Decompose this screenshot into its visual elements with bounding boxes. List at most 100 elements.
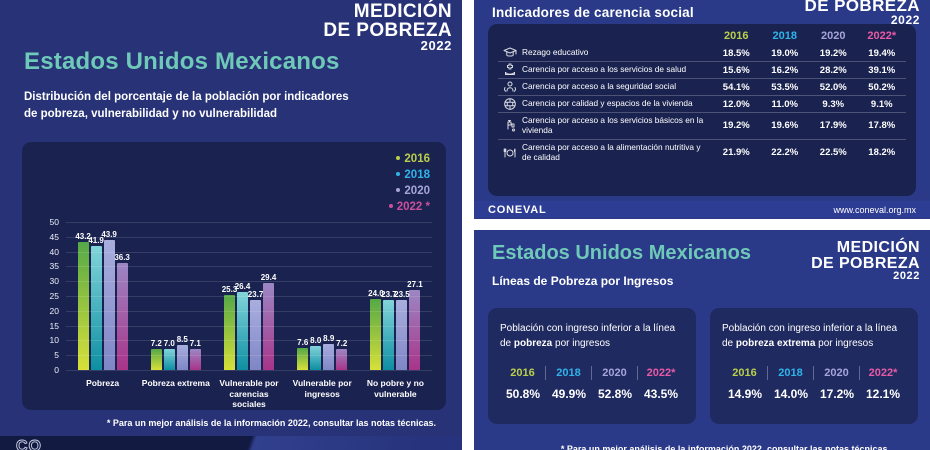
income-footnote-cropped: * Para un mejor análisis de la informaci… (560, 444, 890, 450)
left-footer-strip: CO (0, 436, 462, 450)
bar-column: 27.1 (407, 279, 423, 370)
medicion-pobreza-logo-cropped: DE POBREZA 2022 (805, 0, 920, 26)
coneval-logo: CONEVAL (488, 203, 547, 216)
bar-column: 8.9 (323, 334, 335, 370)
income-value: 52.8% (597, 387, 633, 401)
bar-2020 (396, 300, 408, 370)
indicator-value: 53.5% (771, 81, 799, 93)
income-value: 50.8% (505, 387, 541, 401)
logo-line1: MEDICIÓN (836, 239, 920, 256)
income-value: 49.9% (551, 387, 587, 401)
bar-value-label: 7.6 (297, 337, 309, 347)
bar-value-label: 41.9 (88, 235, 104, 245)
indicator-label: Rezago educativo (522, 47, 589, 58)
year-header: 2022* (868, 367, 898, 379)
housing-quality-icon (498, 96, 522, 112)
indicator-value: 19.4% (868, 47, 896, 59)
income-value: 43.5% (643, 387, 679, 401)
poverty-card-text: Población con ingreso inferior a la líne… (500, 321, 684, 351)
indicator-value: 22.2% (771, 147, 799, 159)
food-plate-icon (498, 145, 522, 161)
chart-legend: 2016 2018 2020 2022 * (388, 151, 430, 215)
y-axis-tick: 15 (49, 320, 59, 331)
bar-column: 8.5 (176, 335, 188, 370)
chart-subtitle: Distribución del porcentaje de la poblac… (24, 89, 349, 122)
year-header: 2022* (646, 367, 676, 379)
bar-column: 8.0 (310, 336, 322, 370)
bar-2018 (163, 349, 175, 370)
card-text-line2: de pobreza por ingresos (500, 338, 611, 349)
panel-social-deprivation: Indicadores de carencia social DE POBREZ… (474, 0, 930, 219)
indicator-value: 54.1% (722, 81, 750, 93)
legend-dot-icon (388, 204, 393, 208)
social-panel-title: Indicadores de carencia social (492, 5, 694, 20)
category-label: Pobreza (86, 378, 120, 388)
legend-item: 2020 (389, 183, 430, 199)
logo-line1: MEDICIÓN (353, 1, 452, 22)
bar-value-label: 43.9 (101, 230, 117, 240)
table-row: Carencia por acceso a la seguridad socia… (498, 78, 906, 95)
table-header-row: 2016 2018 2020 2022* (498, 26, 906, 45)
table-row: Carencia por acceso a los servicios de s… (498, 61, 906, 78)
table-row: Carencia por calidad y espacios de la vi… (498, 95, 906, 112)
legend-item: 2022 * (388, 199, 430, 215)
indicator-label: Carencia por acceso a la seguridad socia… (522, 81, 677, 92)
coneval-url-link[interactable]: www.coneval.org.mx (833, 204, 916, 215)
bar-chart-plot: 43.2 41.9 43.9 36.3 7.2 7.0 8.5 7.1 25.3 26.4 23.7… (50, 217, 432, 409)
gridline (66, 281, 432, 283)
bar-2018 (237, 291, 248, 370)
gridline (66, 266, 432, 268)
card-text-line1: Población con ingreso inferior a la líne… (722, 323, 898, 334)
gridline (66, 355, 432, 357)
category-label: No pobre y no vulnerable (366, 378, 424, 399)
panel-distribution: MEDICIÓN DE POBREZA 2022 Estados Unidos … (0, 0, 462, 450)
left-footnote: * Para un mejor análisis de la informaci… (106, 418, 436, 428)
bar-value-label: 26.4 (234, 281, 251, 291)
income-value: 17.2% (819, 387, 855, 401)
extreme-poverty-card-text: Población con ingreso inferior a la líne… (722, 321, 906, 351)
bar-column: 24.0 (368, 289, 384, 370)
bar-2022 * (116, 262, 128, 370)
bar-2022 * (336, 348, 348, 370)
indicator-value: 11.0% (771, 98, 798, 110)
logo-line2: DE POBREZA (323, 19, 452, 41)
year-header: 2016 (722, 366, 768, 380)
bar-value-label: 27.1 (407, 279, 423, 289)
indicator-value: 21.9% (722, 147, 750, 159)
gridline (66, 251, 432, 253)
x-axis-labels: Pobreza Pobreza extrema Vulnerable por car… (66, 378, 432, 410)
indicator-value: 19.0% (771, 47, 799, 59)
page-title: Estados Unidos Mexicanos (24, 48, 340, 75)
bar-column: 36.3 (114, 252, 130, 370)
medicion-pobreza-logo: MEDICIÓN DE POBREZA 2022 (323, 1, 452, 53)
bar-column: 29.4 (261, 273, 276, 370)
income-value: 12.1% (865, 387, 901, 401)
card-text-line1: Población con ingreso inferior a la líne… (500, 323, 676, 334)
y-axis-tick: 0 (54, 365, 59, 375)
chart-subtitle-line2: de pobreza, vulnerabilidad y no vulnerab… (24, 107, 278, 120)
y-axis-tick: 35 (49, 261, 59, 272)
bar-column: 23.5 (394, 290, 410, 370)
bar-value-label: 36.3 (114, 252, 130, 262)
bar-value-label: 25.3 (221, 285, 238, 295)
bar-column: 7.2 (150, 339, 162, 370)
bar-2016 (150, 348, 162, 370)
year-header: 2018 (546, 366, 592, 380)
bar-2018 (90, 245, 102, 370)
bar-value-label: 23.5 (394, 290, 410, 300)
bar-column: 7.2 (336, 339, 348, 370)
bar-value-label: 7.0 (163, 339, 175, 349)
bar-chart-card: 2016 2018 2020 2022 * 43.2 41.9 43.9 36.3 7.2 7.… (22, 142, 446, 410)
table-row: Rezago educativo 18.5% 19.0% 19.2% 19.4% (498, 45, 906, 61)
y-axis-tick: 40 (49, 246, 59, 257)
year-column-header: 2020 (821, 29, 846, 42)
income-value: 14.0% (773, 387, 809, 401)
y-axis-tick: 50 (49, 217, 59, 227)
value-row: 50.8% 49.9% 52.8% 43.5% (500, 387, 684, 401)
indicator-value: 19.2% (819, 47, 847, 59)
gridline (66, 296, 432, 297)
bar-column: 43.2 (75, 232, 91, 370)
panel-income-poverty-lines: Estados Unidos Mexicanos Líneas de Pobre… (474, 230, 930, 450)
indicator-label: Carencia por acceso a los servicios bási… (522, 115, 704, 135)
social-indicators-table: 2016 2018 2020 2022* Rezago educativo 18.5% 1… (488, 24, 916, 215)
